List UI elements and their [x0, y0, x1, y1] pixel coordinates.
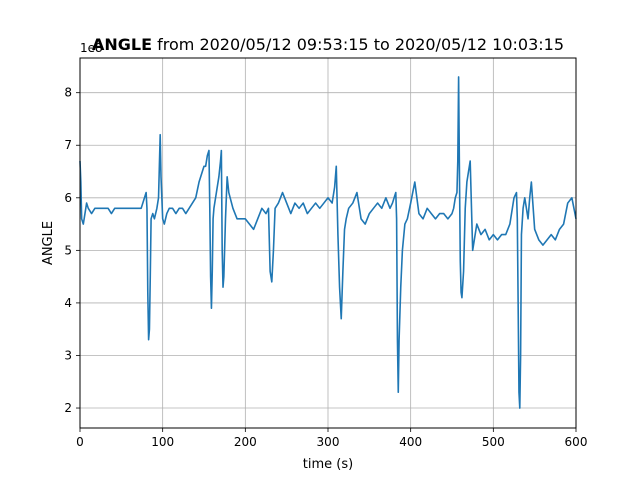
x-tick-label: 500 [482, 435, 505, 449]
x-axis-label: time (s) [303, 457, 353, 472]
y-tick-label: 6 [64, 191, 72, 205]
x-tick-label: 300 [317, 435, 340, 449]
chart-title: ANGLE from 2020/05/12 09:53:15 to 2020/0… [92, 35, 564, 54]
x-tick-label: 0 [76, 435, 84, 449]
chart-title-bold: ANGLE [92, 35, 152, 54]
x-tick-label: 400 [399, 435, 422, 449]
x-tick-label: 200 [234, 435, 257, 449]
y-tick-label: 5 [64, 243, 72, 257]
y-axis-label: ANGLE [41, 221, 56, 265]
y-tick-label: 8 [64, 86, 72, 100]
axis-ticks: 0 100 200 300 400 500 600 2 3 4 5 6 7 8 [64, 86, 587, 449]
x-tick-label: 100 [151, 435, 174, 449]
y-tick-label: 4 [64, 296, 72, 310]
y-tick-label: 2 [64, 401, 72, 415]
y-offset-label: 1e8 [80, 41, 103, 55]
plot-frame [79, 57, 577, 429]
y-tick-label: 7 [64, 138, 72, 152]
y-tick-label: 3 [64, 348, 72, 362]
series-line [79, 76, 577, 409]
series-layer [79, 76, 577, 409]
x-tick-label: 600 [565, 435, 588, 449]
chart-title-rest: from 2020/05/12 09:53:15 to 2020/05/12 1… [152, 35, 564, 54]
